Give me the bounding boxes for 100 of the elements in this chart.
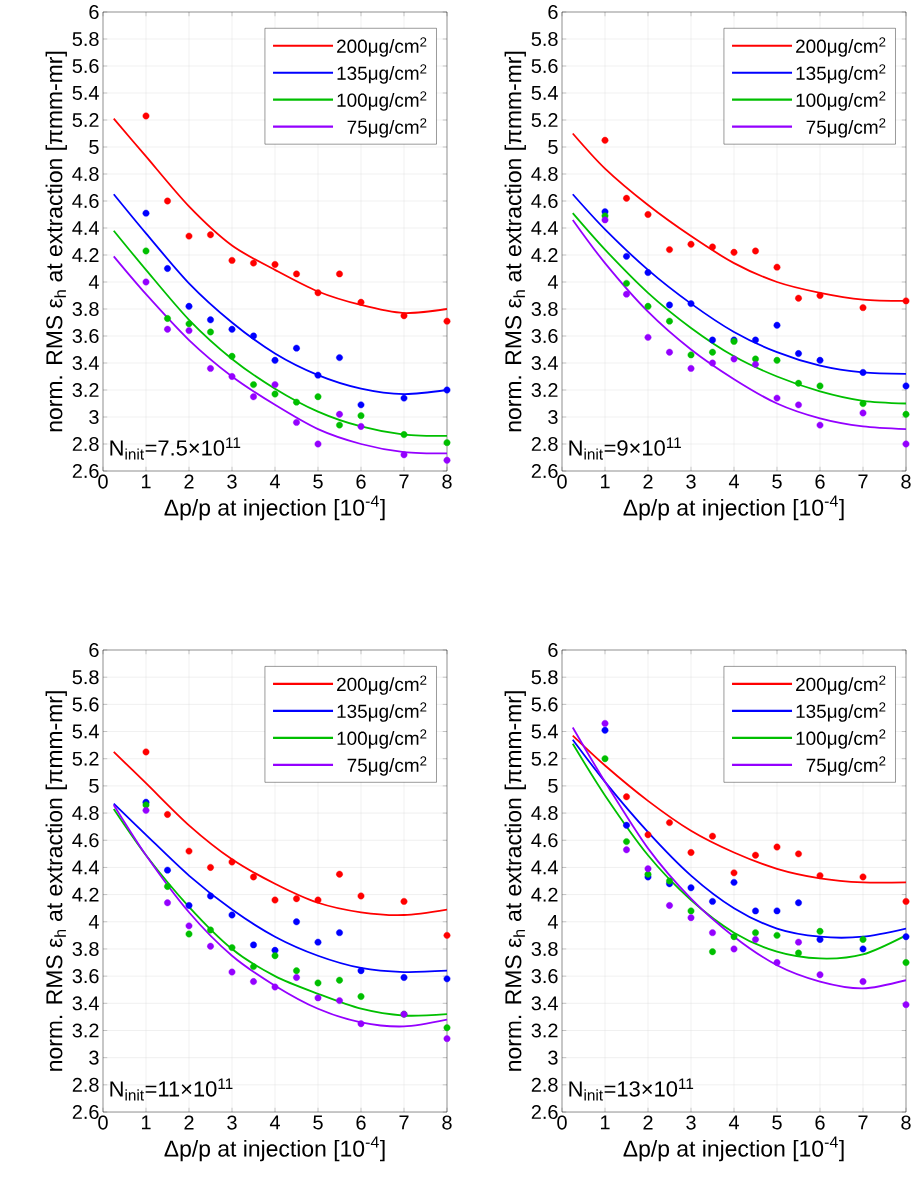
- y-tick-label: 5: [89, 778, 99, 793]
- y-tick-label: 3.8: [531, 301, 558, 317]
- y-tick-label: 2.6: [531, 1104, 558, 1120]
- x-axis-title: Δp/p at injection [10$^{-4}$]: [623, 495, 844, 521]
- x-tick-label: 3: [686, 474, 696, 489]
- legend-label: 135μg/cm$^{2}$: [796, 64, 886, 84]
- y-tick-label: 3.8: [531, 941, 558, 956]
- y-tick-label: 5.2: [72, 751, 99, 766]
- y-tick-label: 4.6: [72, 833, 99, 848]
- annotation: N$_{init}$=11×10$^{11}$: [110, 1078, 233, 1101]
- y-tick-label: 3.6: [531, 328, 558, 344]
- x-tick-label: 6: [815, 1115, 825, 1130]
- x-tick-label: 1: [600, 1115, 610, 1130]
- y-tick-label: 3.2: [531, 382, 558, 398]
- y-tick-label: 3.8: [72, 941, 99, 956]
- annotation: N$_{init}$=9×10$^{11}$: [569, 437, 681, 460]
- x-tick-label: 4: [728, 474, 739, 489]
- y-tick-label: 5.8: [72, 670, 99, 685]
- x-tick-label: 3: [227, 1115, 237, 1130]
- y-tick-label: 3: [89, 1050, 99, 1065]
- y-tick-label: 3.2: [72, 1023, 99, 1038]
- y-tick-label: 5.4: [72, 86, 99, 100]
- x-tick-label: 7: [399, 474, 409, 489]
- y-tick-label: 3.4: [531, 355, 558, 371]
- y-tick-label: 6: [548, 4, 558, 20]
- x-tick-label: 7: [858, 1115, 868, 1130]
- y-tick-label: 5.2: [72, 112, 99, 128]
- y-tick-label: 5: [89, 140, 99, 154]
- x-tick-label: 3: [686, 1115, 696, 1130]
- y-tick-label: 4.8: [72, 166, 99, 182]
- y-tick-label: 3: [548, 409, 558, 425]
- y-tick-label: 3.6: [72, 969, 99, 984]
- x-tick-label: 8: [901, 1115, 911, 1130]
- y-tick-label: 5.6: [72, 58, 99, 74]
- x-tick-label: 1: [600, 474, 610, 489]
- y-tick-label: 2.6: [531, 463, 558, 479]
- y-tick-label: 3.4: [531, 996, 558, 1011]
- legend-label: 100μg/cm$^{2}$: [337, 729, 427, 749]
- y-tick-label: 4.8: [531, 806, 558, 821]
- y-tick-label: 4: [88, 914, 99, 929]
- y-tick-label: 4.8: [531, 166, 558, 182]
- legend-label: 100μg/cm$^{2}$: [796, 91, 886, 111]
- x-tick-label: 7: [858, 474, 868, 489]
- y-tick-label: 5: [548, 778, 558, 793]
- legend-label: 135μg/cm$^{2}$: [337, 64, 427, 84]
- y-tick-label: 3.4: [72, 355, 99, 371]
- legend-label: 200μg/cm$^{2}$: [337, 37, 427, 57]
- x-axis-title: Δp/p at injection [10$^{-4}$]: [164, 1136, 385, 1162]
- y-tick-label: 4.4: [531, 221, 558, 235]
- x-tick-label: 6: [356, 1115, 366, 1130]
- y-tick-label: 5.2: [531, 751, 558, 766]
- x-tick-label: 1: [141, 474, 151, 489]
- y-tick-label: 4.8: [72, 806, 99, 821]
- y-tick-label: 3: [548, 1050, 558, 1065]
- y-tick-label: 4: [88, 275, 99, 289]
- x-tick-label: 5: [772, 474, 782, 489]
- y-axis-title: norm. RMS ε$_{h}$ at extraction [πmm-mr]: [504, 51, 526, 432]
- x-tick-label: 7: [399, 1115, 409, 1130]
- y-tick-label: 5.2: [531, 112, 558, 128]
- y-tick-label: 4.6: [531, 193, 558, 209]
- y-tick-label: 3.6: [72, 328, 99, 344]
- y-tick-label: 3.2: [72, 382, 99, 398]
- y-tick-label: 3: [89, 409, 99, 425]
- y-tick-label: 5.6: [72, 697, 99, 712]
- x-tick-label: 6: [356, 474, 366, 489]
- legend-label: 135μg/cm$^{2}$: [796, 702, 886, 722]
- y-tick-label: 2.8: [531, 1077, 558, 1092]
- y-tick-label: 2.8: [531, 436, 558, 452]
- y-tick-label: 4.2: [72, 248, 99, 262]
- y-tick-label: 5.6: [531, 58, 558, 74]
- y-tick-label: 4: [547, 275, 558, 289]
- x-tick-label: 8: [442, 474, 452, 489]
- x-tick-label: 5: [313, 474, 323, 489]
- x-axis-title: Δp/p at injection [10$^{-4}$]: [164, 495, 385, 521]
- x-axis-title: Δp/p at injection [10$^{-4}$]: [623, 1136, 844, 1162]
- x-tick-label: 0: [557, 1115, 567, 1130]
- y-tick-label: 4.6: [72, 193, 99, 209]
- y-tick-label: 2.8: [72, 1077, 99, 1092]
- legend-label: 200μg/cm$^{2}$: [337, 675, 427, 695]
- y-tick-label: 5.8: [72, 31, 99, 47]
- legend-label: 135μg/cm$^{2}$: [337, 702, 427, 722]
- legend-label: 75μg/cm$^{2}$: [806, 756, 886, 776]
- x-tick-label: 1: [141, 1115, 151, 1130]
- x-tick-label: 0: [98, 474, 108, 489]
- x-tick-label: 2: [643, 1115, 653, 1130]
- x-tick-label: 5: [313, 1115, 323, 1130]
- legend-label: 75μg/cm$^{2}$: [806, 118, 886, 138]
- legend-label: 100μg/cm$^{2}$: [337, 91, 427, 111]
- x-tick-label: 0: [98, 1115, 108, 1130]
- x-tick-label: 4: [269, 474, 280, 489]
- x-tick-label: 0: [557, 474, 567, 489]
- x-tick-label: 6: [815, 474, 825, 489]
- x-tick-label: 2: [643, 474, 653, 489]
- y-tick-label: 5.4: [72, 724, 99, 739]
- y-tick-label: 2.8: [72, 436, 99, 452]
- legend-label: 75μg/cm$^{2}$: [347, 756, 427, 776]
- legend-label: 75μg/cm$^{2}$: [347, 118, 427, 138]
- annotation: N$_{init}$=13×10$^{11}$: [569, 1078, 694, 1101]
- y-tick-label: 4.4: [72, 860, 99, 875]
- y-tick-label: 4.4: [531, 860, 558, 875]
